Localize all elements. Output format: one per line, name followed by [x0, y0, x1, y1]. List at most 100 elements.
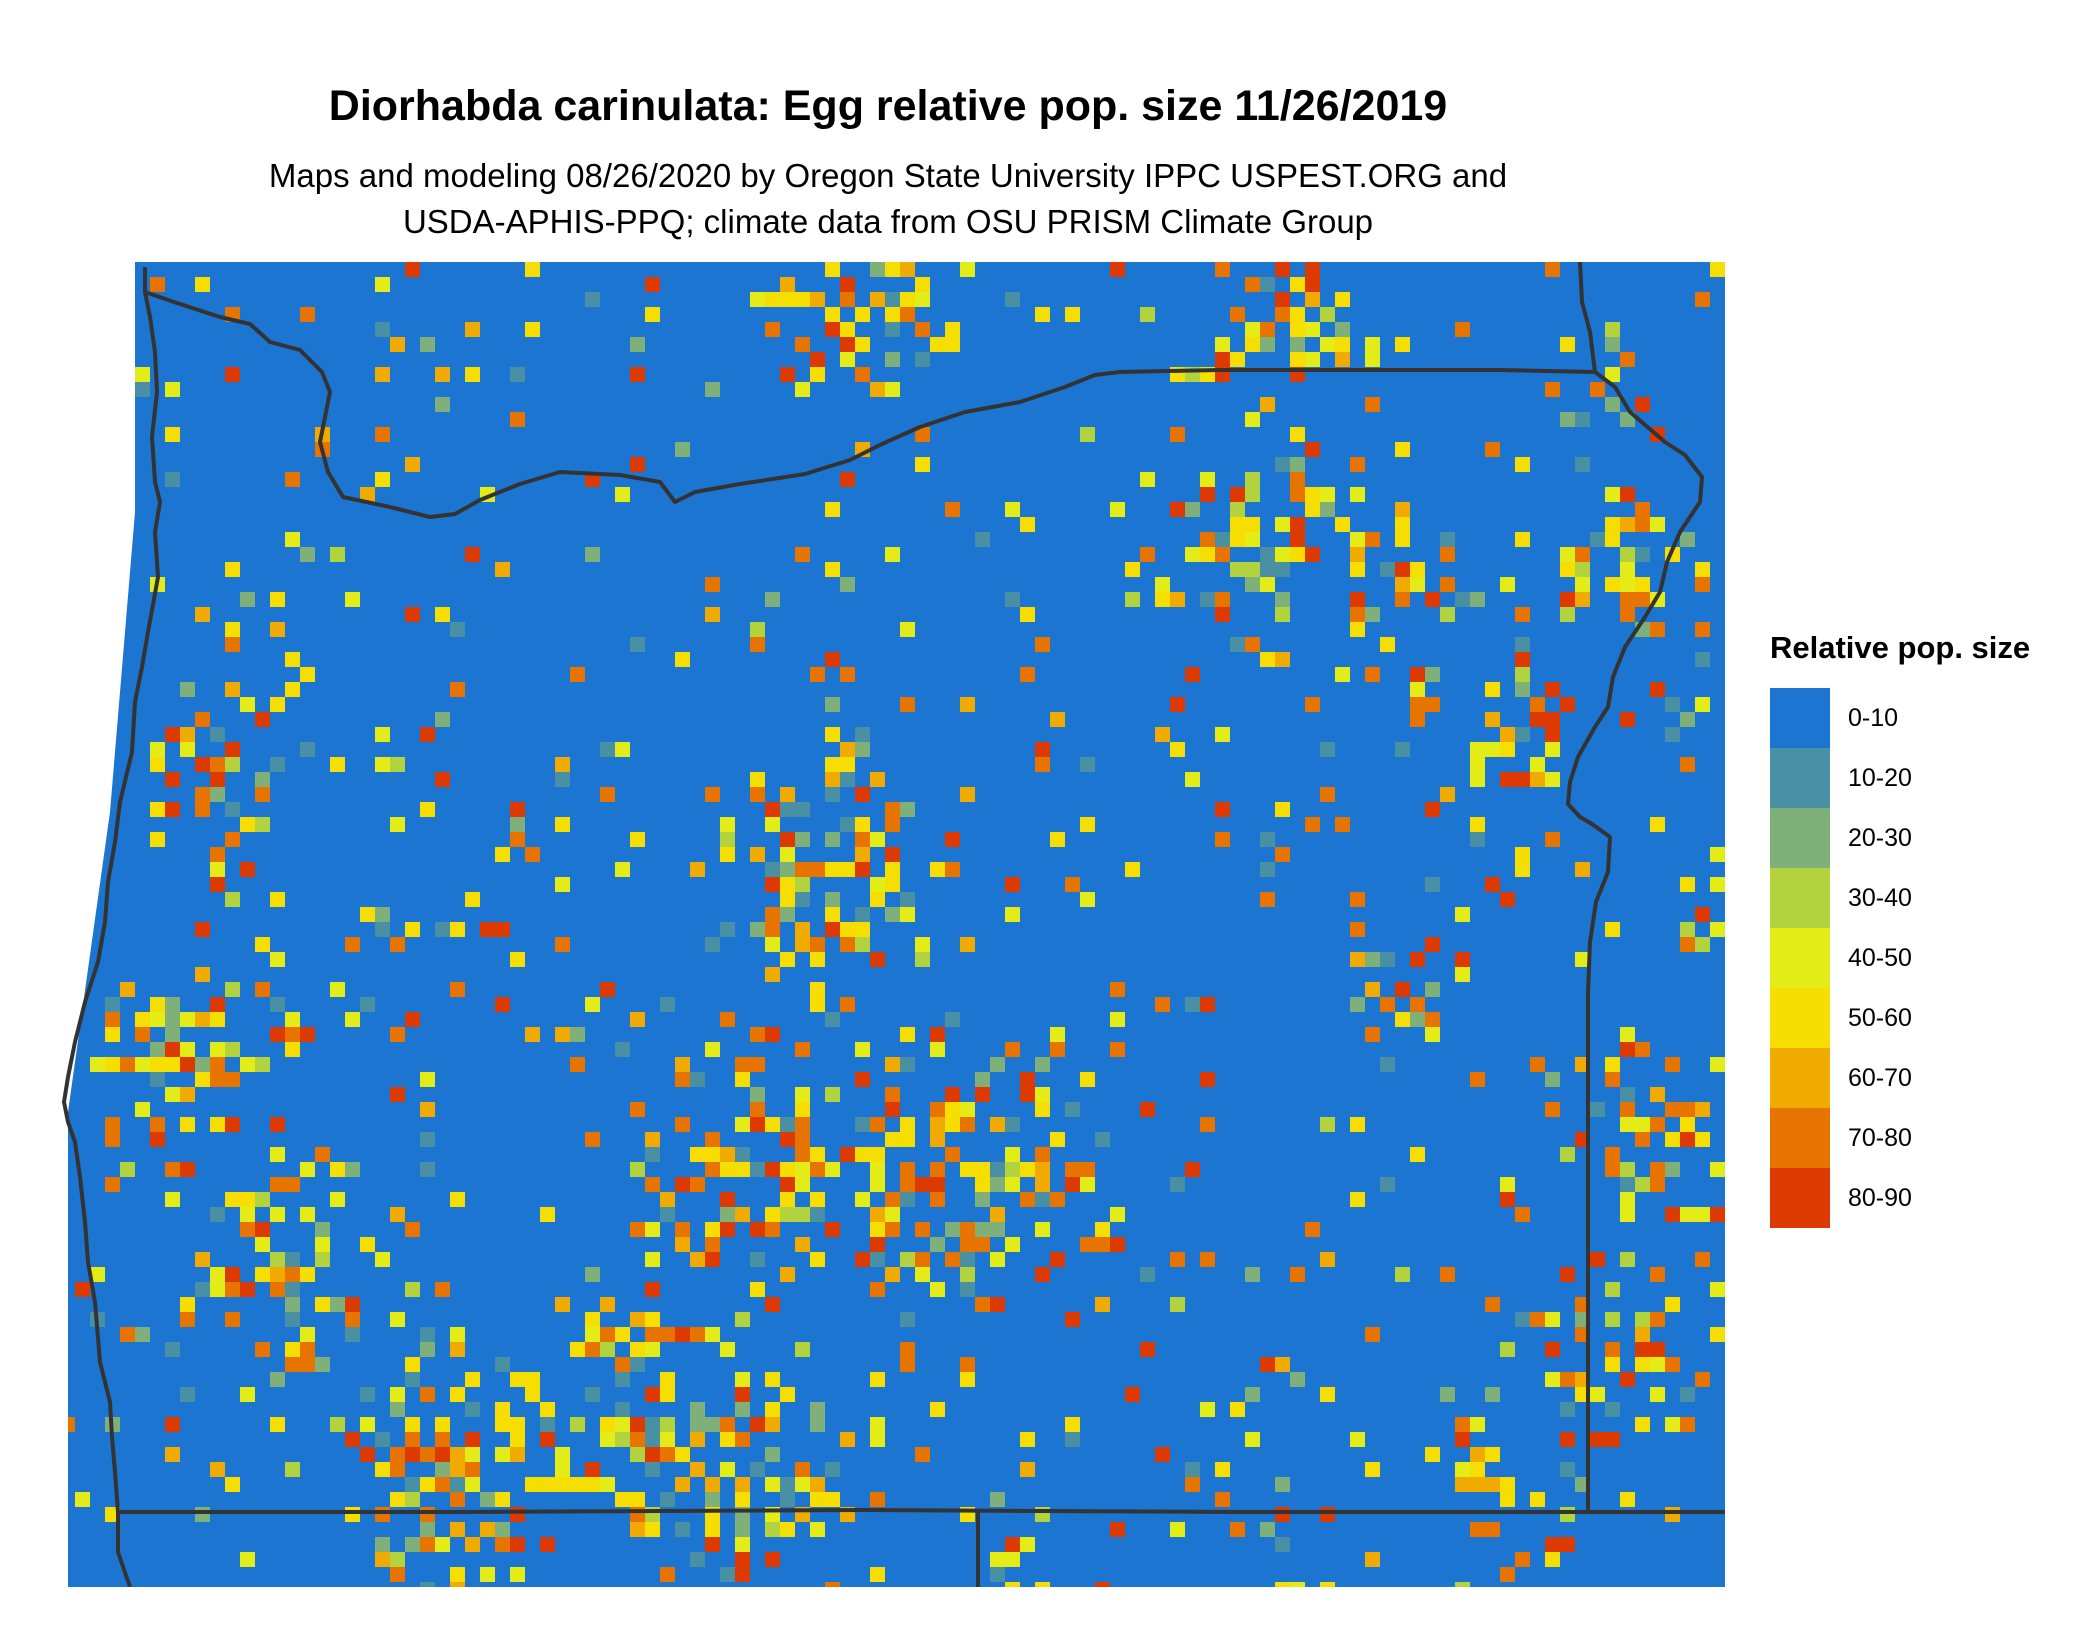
- raster-cell: [150, 1057, 165, 1072]
- raster-cell: [600, 1297, 615, 1312]
- raster-cell: [870, 877, 885, 892]
- raster-cell: [1620, 592, 1635, 607]
- raster-cell: [1365, 607, 1380, 622]
- raster-cell: [795, 1132, 810, 1147]
- raster-cell: [300, 742, 315, 757]
- raster-cell: [1065, 1162, 1080, 1177]
- raster-cell: [1305, 502, 1320, 517]
- raster-cell: [150, 1012, 165, 1027]
- raster-cell: [255, 817, 270, 832]
- raster-cell: [630, 1522, 645, 1537]
- raster-cell: [300, 1267, 315, 1282]
- raster-cell: [870, 832, 885, 847]
- raster-cell: [135, 1012, 150, 1027]
- raster-cell: [1155, 1447, 1170, 1462]
- raster-cell: [840, 277, 855, 292]
- raster-cell: [150, 757, 165, 772]
- raster-cell: [1425, 1447, 1440, 1462]
- raster-cell: [825, 652, 840, 667]
- raster-cell: [870, 1282, 885, 1297]
- raster-cell: [1350, 922, 1365, 937]
- raster-cell: [1470, 1477, 1485, 1492]
- raster-cell: [930, 1042, 945, 1057]
- raster-cell: [1035, 1087, 1050, 1102]
- raster-cell: [420, 1132, 435, 1147]
- raster-cell: [300, 547, 315, 562]
- raster-cell: [990, 1567, 1005, 1582]
- raster-cell: [225, 1267, 240, 1282]
- raster-cell: [225, 1477, 240, 1492]
- raster-cell: [1605, 337, 1620, 352]
- raster-cell: [1260, 652, 1275, 667]
- raster-cell: [1635, 1117, 1650, 1132]
- raster-cell: [900, 1057, 915, 1072]
- raster-cell: [795, 1162, 810, 1177]
- raster-cell: [225, 562, 240, 577]
- raster-cell: [795, 1477, 810, 1492]
- raster-cell: [645, 1447, 660, 1462]
- raster-cell: [630, 457, 645, 472]
- raster-cell: [1620, 487, 1635, 502]
- raster-cell: [1140, 472, 1155, 487]
- raster-cell: [1365, 1327, 1380, 1342]
- raster-cell: [1515, 1552, 1530, 1567]
- raster-cell: [1425, 592, 1440, 607]
- raster-cell: [1620, 1252, 1635, 1267]
- raster-cell: [1500, 772, 1515, 787]
- raster-cell: [630, 1432, 645, 1447]
- raster-cell: [1290, 487, 1305, 502]
- raster-cell: [300, 1327, 315, 1342]
- legend-swatch: [1770, 988, 1830, 1048]
- raster-cell: [1185, 1462, 1200, 1477]
- raster-cell: [225, 637, 240, 652]
- raster-cell: [795, 1462, 810, 1477]
- raster-cell: [1305, 1222, 1320, 1237]
- raster-cell: [1425, 1027, 1440, 1042]
- raster-cell: [810, 1477, 825, 1492]
- raster-cell: [495, 1447, 510, 1462]
- raster-cell: [630, 367, 645, 382]
- raster-cell: [1605, 532, 1620, 547]
- raster-cell: [765, 1417, 780, 1432]
- raster-cell: [855, 862, 870, 877]
- subtitle-line-1: Maps and modeling 08/26/2020 by Oregon S…: [268, 157, 1508, 194]
- raster-cell: [1095, 1237, 1110, 1252]
- raster-cell: [1395, 592, 1410, 607]
- raster-cell: [1680, 1417, 1695, 1432]
- legend-label: 40-50: [1848, 943, 1912, 972]
- raster-cell: [525, 322, 540, 337]
- raster-cell: [435, 1447, 450, 1462]
- raster-cell: [615, 1372, 630, 1387]
- raster-cell: [465, 1477, 480, 1492]
- raster-cell: [1560, 1372, 1575, 1387]
- raster-cell: [150, 1132, 165, 1147]
- raster-cell: [375, 1552, 390, 1567]
- raster-cell: [1500, 742, 1515, 757]
- raster-cell: [825, 322, 840, 337]
- raster-cell: [1005, 1237, 1020, 1252]
- raster-cell: [495, 922, 510, 937]
- raster-cell: [1185, 772, 1200, 787]
- raster-cell: [1680, 937, 1695, 952]
- raster-cell: [375, 1432, 390, 1447]
- raster-cell: [1470, 817, 1485, 832]
- raster-cell: [1575, 457, 1590, 472]
- raster-cell: [240, 592, 255, 607]
- raster-cell: [405, 1372, 420, 1387]
- raster-cell: [945, 1012, 960, 1027]
- raster-cell: [390, 1462, 405, 1477]
- raster-cell: [510, 412, 525, 427]
- raster-cell: [1455, 967, 1470, 982]
- raster-cell: [1005, 592, 1020, 607]
- raster-cell: [150, 742, 165, 757]
- raster-cell: [720, 817, 735, 832]
- raster-cell: [780, 1207, 795, 1222]
- raster-cell: [870, 1237, 885, 1252]
- raster-cell: [660, 997, 675, 1012]
- raster-cell: [255, 1237, 270, 1252]
- raster-cell: [1650, 1117, 1665, 1132]
- raster-cell: [1665, 1357, 1680, 1372]
- raster-cell: [360, 907, 375, 922]
- raster-cell: [1020, 1087, 1035, 1102]
- raster-cell: [1260, 832, 1275, 847]
